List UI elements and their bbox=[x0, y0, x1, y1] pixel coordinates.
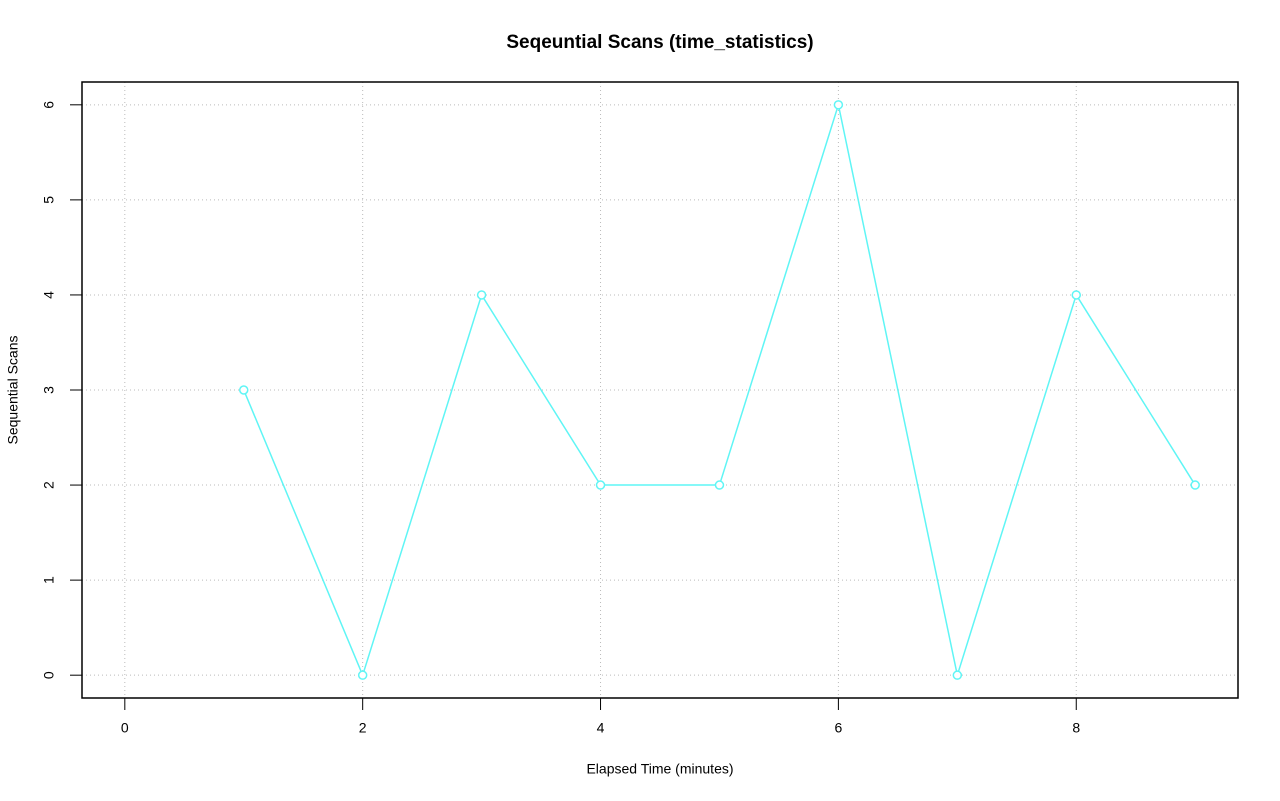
x-tick-label: 4 bbox=[597, 720, 605, 736]
y-tick-label: 3 bbox=[41, 386, 57, 394]
x-tick-label: 6 bbox=[834, 720, 842, 736]
point bbox=[833, 100, 844, 110]
point bbox=[1190, 480, 1200, 490]
point bbox=[238, 385, 249, 395]
y-tick-label: 6 bbox=[41, 101, 57, 109]
x-tick-label: 0 bbox=[121, 720, 129, 736]
chart-title: Seqeuntial Scans (time_statistics) bbox=[506, 32, 813, 53]
plot-frame bbox=[81, 81, 1239, 699]
x-tick-label: 8 bbox=[1072, 720, 1080, 736]
point bbox=[1071, 290, 1082, 300]
point bbox=[357, 670, 368, 680]
point bbox=[476, 290, 487, 300]
point bbox=[714, 480, 725, 490]
y-tick-label: 1 bbox=[41, 576, 57, 584]
point bbox=[595, 480, 606, 490]
x-tick-label: 2 bbox=[359, 720, 367, 736]
y-tick-label: 5 bbox=[41, 196, 57, 204]
y-tick-label: 4 bbox=[41, 291, 57, 299]
point bbox=[952, 670, 963, 680]
y-tick-label: 2 bbox=[41, 481, 57, 489]
y-tick-label: 0 bbox=[41, 671, 57, 679]
y-axis-label: Sequential Scans bbox=[5, 336, 21, 445]
x-axis-label: Elapsed Time (minutes) bbox=[586, 761, 733, 777]
